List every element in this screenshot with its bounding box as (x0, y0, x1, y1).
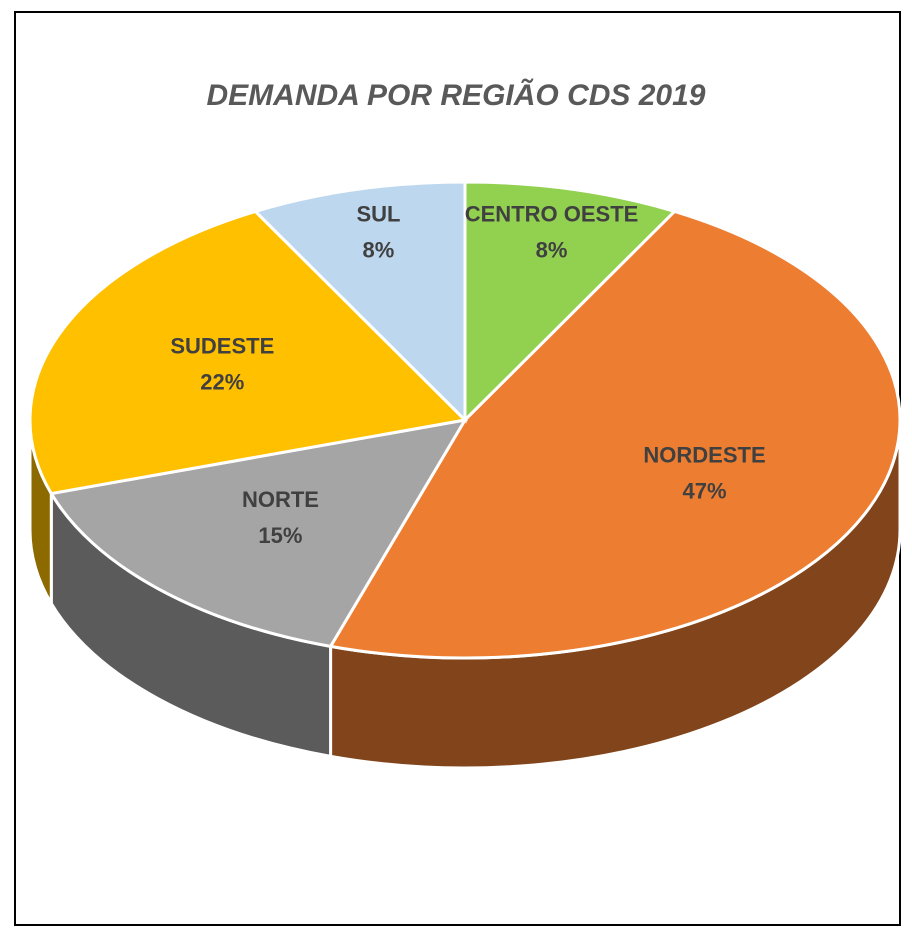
slice-label: SUDESTE (170, 333, 274, 358)
slice-label: NORTE (242, 487, 319, 512)
slice (252, 180, 467, 424)
slice (463, 180, 678, 424)
slice-label: SUL (356, 202, 400, 227)
slice (28, 209, 469, 496)
slice-value-label: 8% (363, 238, 395, 263)
slice-value-label: 15% (258, 523, 302, 548)
slice-value-label: 22% (200, 369, 244, 394)
slice-label: CENTRO OESTE (465, 202, 639, 227)
slice-value-label: 8% (536, 238, 568, 263)
slice-label: NORDESTE (643, 443, 765, 468)
chart-title: DEMANDA POR REGIÃO CDS 2019 (207, 78, 706, 112)
slice-value-label: 47% (683, 479, 727, 504)
slice (328, 209, 902, 660)
